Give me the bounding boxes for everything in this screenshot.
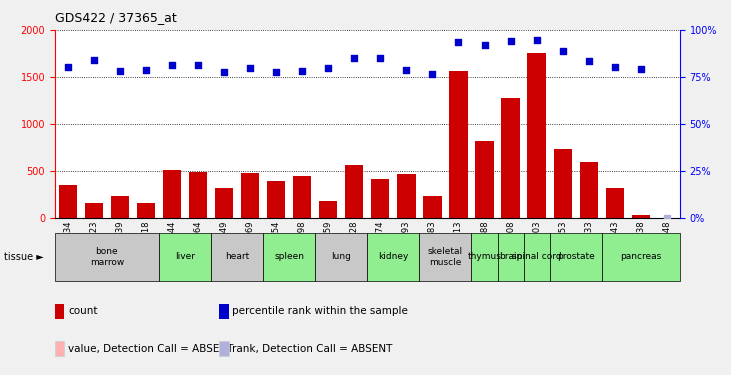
Bar [632,214,650,217]
Bar [241,173,260,217]
Text: bone
marrow: bone marrow [90,247,124,267]
Text: rank, Detection Call = ABSENT: rank, Detection Call = ABSENT [232,344,393,354]
Point [504,38,516,44]
Point [166,62,178,68]
Point [479,42,491,48]
Point [609,63,621,70]
Bar [85,202,103,217]
Point [192,62,204,68]
Bar [475,141,493,218]
Point [661,214,673,220]
Bar [111,196,129,217]
Bar [371,179,390,218]
Bar [189,172,207,217]
Bar [397,174,415,217]
Bar [319,201,338,217]
Point [557,48,569,54]
Point [270,69,282,75]
Point [635,66,647,72]
Point [114,68,126,74]
Bar [553,149,572,217]
Point [452,39,464,45]
Bar [605,188,624,218]
Bar [137,202,155,217]
Text: pancreas: pancreas [620,252,662,261]
Point [62,63,74,70]
Bar [163,170,181,217]
Text: prostate: prostate [557,252,594,261]
Bar [450,71,468,217]
Point [322,64,334,70]
Point [349,55,360,61]
Text: thymus: thymus [468,252,501,261]
Point [88,57,99,63]
Point [296,68,308,74]
Bar [528,54,546,217]
Point [374,55,386,61]
Text: heart: heart [225,252,249,261]
Bar [423,196,442,217]
Text: GDS422 / 37365_at: GDS422 / 37365_at [55,11,177,24]
Bar [293,176,311,218]
Point [583,58,594,64]
Text: percentile rank within the sample: percentile rank within the sample [232,306,409,316]
Text: liver: liver [175,252,195,261]
Bar [501,99,520,218]
Text: spinal cord: spinal cord [512,252,561,261]
Text: kidney: kidney [378,252,409,261]
Point [427,71,439,77]
Text: skeletal
muscle: skeletal muscle [428,247,463,267]
Point [244,64,256,70]
Bar [267,181,285,218]
Point [401,68,412,74]
Bar [58,185,77,218]
Text: tissue ►: tissue ► [4,252,43,262]
Text: count: count [68,306,97,316]
Text: brain: brain [499,252,522,261]
Point [219,69,230,75]
Text: lung: lung [331,252,351,261]
Text: spleen: spleen [274,252,304,261]
Bar [580,162,598,218]
Bar [215,188,233,218]
Text: value, Detection Call = ABSENT: value, Detection Call = ABSENT [68,344,233,354]
Bar [345,165,363,218]
Point [140,68,152,74]
Point [531,38,542,44]
